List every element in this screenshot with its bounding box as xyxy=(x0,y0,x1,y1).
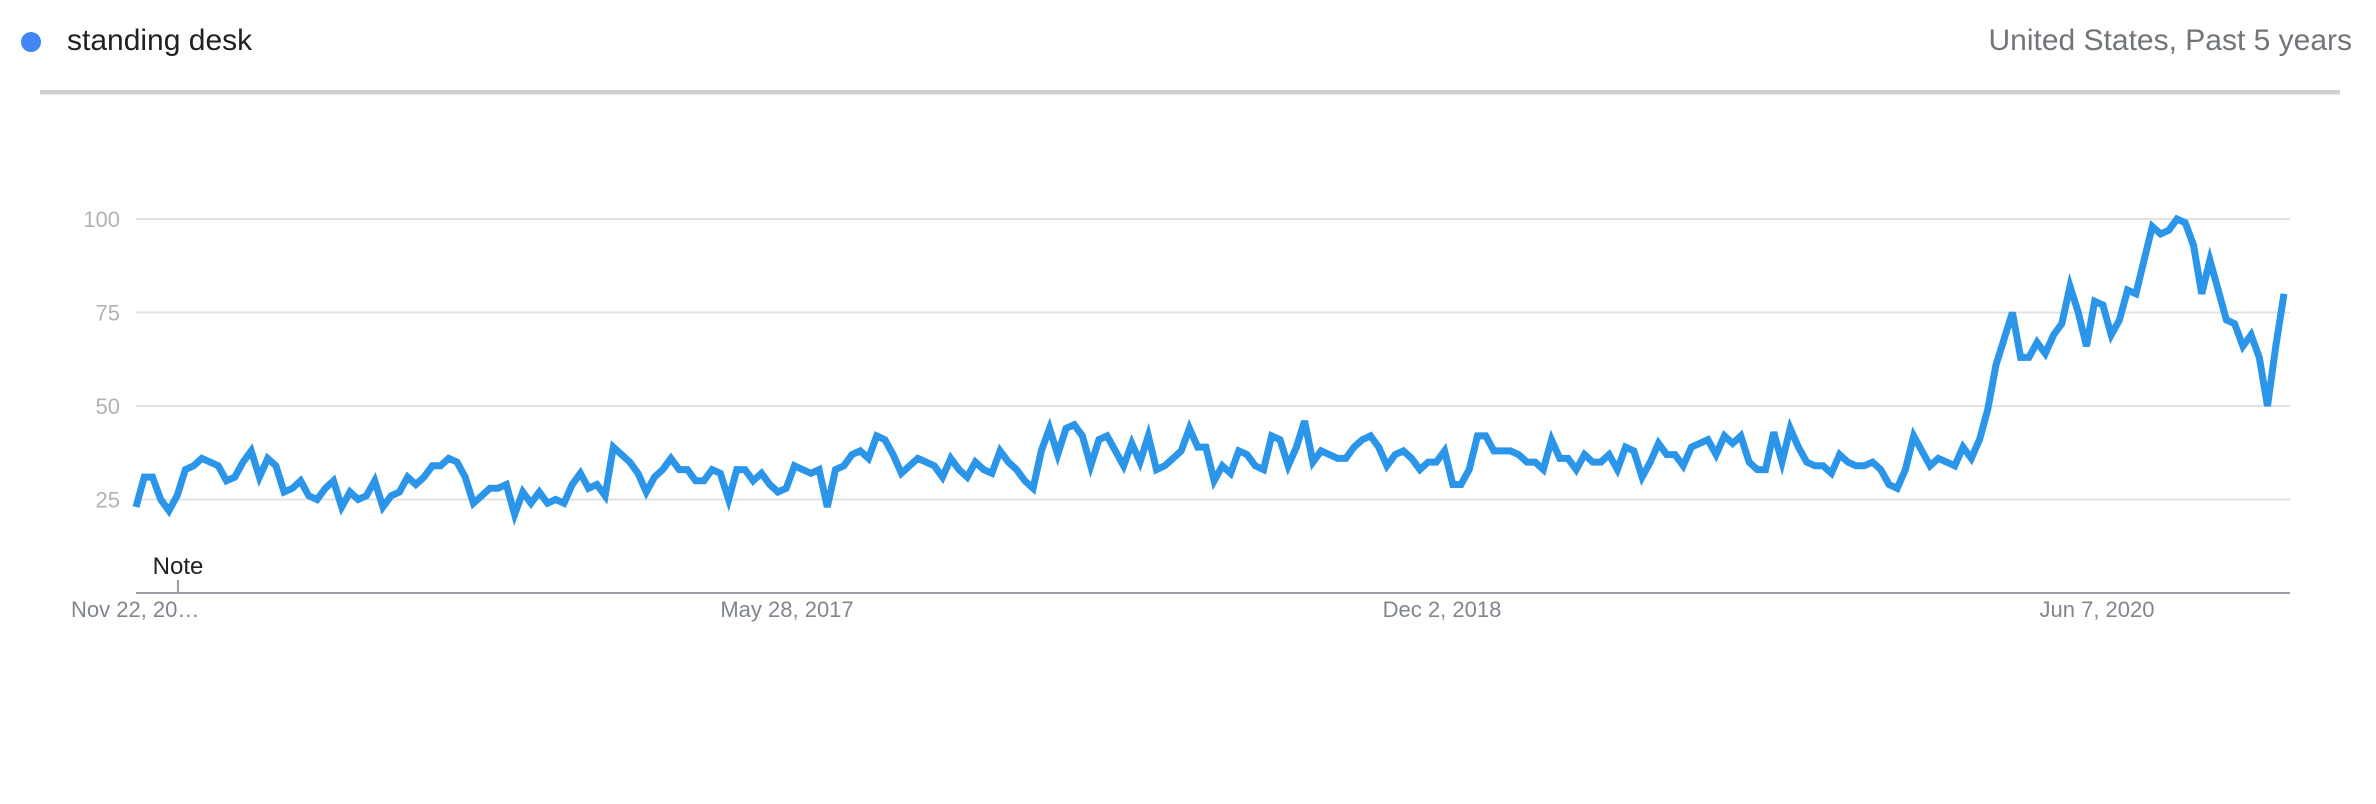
series-color-dot xyxy=(21,32,41,52)
region-timeframe-label: United States, Past 5 years xyxy=(1988,24,2352,57)
grid-lines xyxy=(136,218,2290,501)
x-tick-label: May 28, 2017 xyxy=(720,597,853,622)
note-label[interactable]: Note xyxy=(153,553,204,580)
x-tick-label: Jun 7, 2020 xyxy=(2040,597,2155,622)
chart-annotation: Note xyxy=(153,553,204,593)
series-line[interactable] xyxy=(132,214,2288,526)
x-tick-label: Nov 22, 20… xyxy=(71,597,199,622)
y-tick-label: 50 xyxy=(96,394,120,419)
header-divider xyxy=(40,90,2340,95)
series-layer[interactable] xyxy=(132,214,2288,526)
chart-header: standing desk United States, Past 5 year… xyxy=(0,0,2376,96)
y-axis-ticks: 25 50 75 100 xyxy=(83,207,120,513)
x-tick-label: Dec 2, 2018 xyxy=(1383,597,1502,622)
search-term-label: standing desk xyxy=(67,24,253,57)
y-tick-label: 75 xyxy=(96,301,120,326)
x-axis-ticks: Nov 22, 20… May 28, 2017 Dec 2, 2018 Jun 7,… xyxy=(71,597,2154,622)
y-tick-label: 25 xyxy=(96,488,120,513)
y-tick-label: 100 xyxy=(83,207,120,232)
